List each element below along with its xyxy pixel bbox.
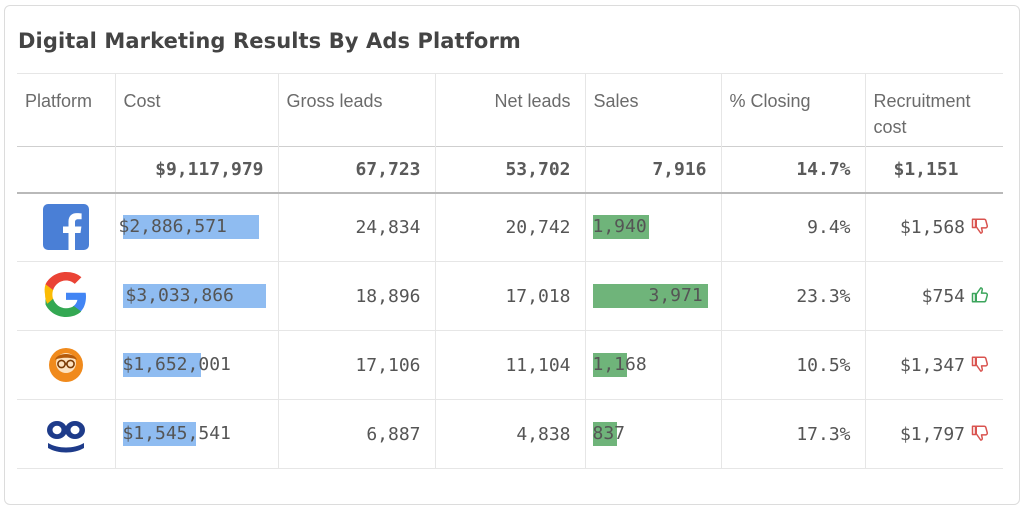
closing-cell: 23.3%	[720, 261, 865, 331]
sales-cell: 3,971	[584, 261, 721, 331]
gross-leads-cell: 6,887	[277, 399, 435, 469]
recruitment-cost-value: $1,347	[899, 354, 965, 376]
google-icon	[42, 272, 90, 320]
sales-value: 3,971	[648, 285, 703, 306]
totals-platform	[17, 146, 115, 194]
thumbs-down-icon	[971, 217, 989, 235]
net-leads-cell: 11,104	[434, 330, 585, 400]
cost-bar	[122, 284, 266, 308]
sales-cell: 1,940	[584, 192, 721, 262]
cost-cell: $3,033,866	[114, 261, 278, 331]
outbrain-icon	[42, 341, 90, 389]
total-net-leads: 53,702	[434, 146, 585, 194]
closing-cell: 9.4%	[720, 192, 865, 262]
gross-leads-cell: 24,834	[277, 192, 435, 262]
sales-cell: 1,168	[584, 330, 721, 400]
table-row[interactable]: $1,652,001 17,106 11,104 1,168 10.5% $1,…	[17, 330, 1003, 400]
facebook-icon	[42, 203, 90, 251]
net-leads-cell: 20,742	[434, 192, 585, 262]
sales-bar	[592, 284, 708, 308]
cost-value: $1,652,001	[122, 354, 231, 375]
table-row[interactable]: $2,886,571 24,834 20,742 1,940 9.4% $1,5…	[17, 192, 1003, 262]
col-header-gross-leads[interactable]: Gross leads	[277, 73, 435, 147]
gross-leads-cell: 17,106	[277, 330, 435, 400]
sales-bar	[592, 353, 627, 377]
col-header-sales[interactable]: Sales	[584, 73, 721, 147]
recruitment-cost-cell: $1,568	[864, 192, 1003, 262]
recruitment-cost-cell: $1,347	[864, 330, 1003, 400]
cost-cell: $1,652,001	[114, 330, 278, 400]
cost-bar	[122, 215, 259, 240]
net-leads-cell: 4,838	[434, 399, 585, 469]
cost-cell: $2,886,571	[114, 192, 278, 262]
sales-value: 1,168	[592, 354, 647, 375]
cost-value: $1,545,541	[122, 423, 231, 444]
platform-cell	[17, 261, 115, 331]
recruitment-cost-value: $754	[921, 285, 965, 307]
recruitment-cost-cell: $754	[864, 261, 1003, 331]
col-header-closing[interactable]: % Closing	[720, 73, 865, 147]
recruitment-cost-value: $1,797	[899, 423, 965, 445]
total-sales: 7,916	[584, 146, 721, 194]
page-title: Digital Marketing Results By Ads Platfor…	[18, 29, 521, 53]
col-header-net-leads[interactable]: Net leads	[434, 73, 585, 147]
cost-value: $2,886,571	[118, 216, 227, 238]
header-row: Platform Cost Gross leads Net leads Sale…	[17, 73, 1003, 147]
platform-cell	[17, 330, 115, 400]
closing-cell: 17.3%	[720, 399, 865, 469]
gross-leads-cell: 18,896	[277, 261, 435, 331]
cost-bar	[122, 422, 196, 446]
col-header-cost[interactable]: Cost	[114, 73, 278, 147]
sales-cell: 837	[584, 399, 721, 469]
table-row[interactable]: $1,545,541 6,887 4,838 837 17.3% $1,797	[17, 399, 1003, 469]
closing-cell: 10.5%	[720, 330, 865, 400]
total-gross-leads: 67,723	[277, 146, 435, 194]
platform-cell	[17, 399, 115, 469]
total-closing: 14.7%	[720, 146, 865, 194]
total-recruitment-cost: $1,151	[864, 146, 1003, 194]
sales-value: 1,940	[592, 216, 647, 238]
cost-bar	[122, 353, 201, 377]
sales-bar	[592, 422, 617, 446]
sales-bar	[592, 215, 649, 240]
taboola-icon	[42, 410, 90, 458]
recruitment-cost-cell: $1,797	[864, 399, 1003, 469]
cost-value: $3,033,866	[125, 285, 234, 306]
thumbs-up-icon	[971, 286, 989, 304]
col-header-platform[interactable]: Platform	[17, 73, 115, 147]
platform-cell	[17, 192, 115, 262]
thumbs-down-icon	[971, 424, 989, 442]
results-card: Digital Marketing Results By Ads Platfor…	[4, 5, 1020, 505]
cost-cell: $1,545,541	[114, 399, 278, 469]
col-header-recruitment-cost[interactable]: Recruitment cost	[864, 73, 1003, 147]
net-leads-cell: 17,018	[434, 261, 585, 331]
results-table: Platform Cost Gross leads Net leads Sale…	[17, 73, 1003, 469]
totals-row: $9,117,979 67,723 53,702 7,916 14.7% $1,…	[17, 146, 1003, 194]
recruitment-cost-value: $1,568	[899, 216, 965, 238]
thumbs-down-icon	[971, 355, 989, 373]
sales-value: 837	[592, 423, 626, 444]
table-row[interactable]: $3,033,866 18,896 17,018 3,971 23.3% $75…	[17, 261, 1003, 331]
total-cost: $9,117,979	[114, 146, 278, 194]
